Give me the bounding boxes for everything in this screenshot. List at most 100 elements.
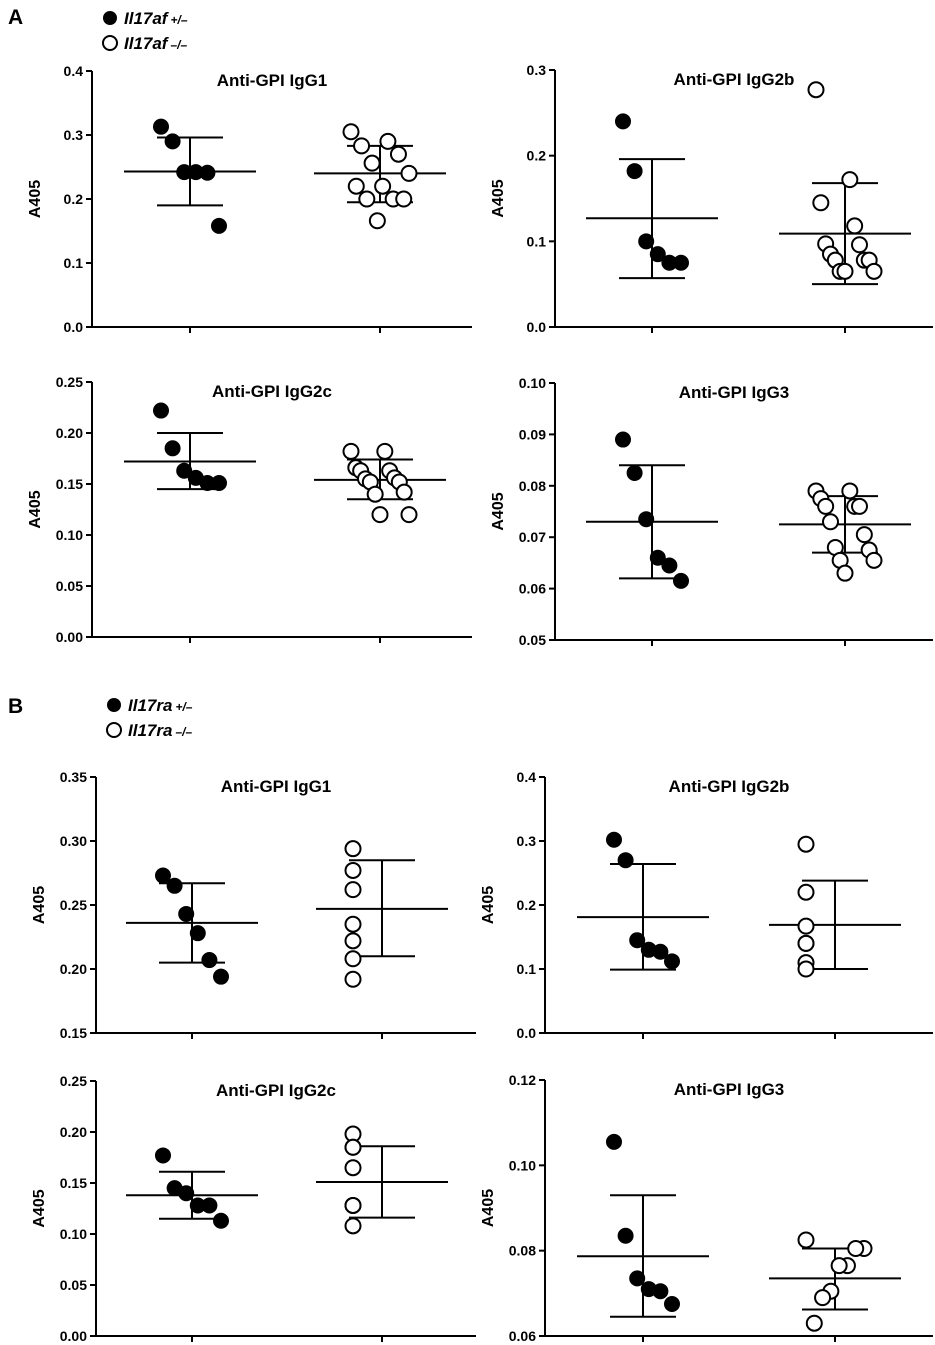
y-tick-label: 0.00: [56, 629, 83, 645]
y-tick-label: 0.0: [517, 1025, 537, 1041]
legend-filled-marker: [107, 698, 121, 712]
data-point: [368, 212, 386, 230]
y-tick-label: 0.25: [60, 897, 87, 913]
panel-a-letter: A: [8, 6, 23, 29]
data-point: [176, 462, 193, 479]
y-tick-label: 0.4: [517, 769, 537, 785]
y-axis-label: A405: [27, 490, 44, 528]
data-point: [812, 194, 830, 212]
data-point: [865, 551, 883, 569]
legend-filled-label: Il17af +/–: [124, 9, 188, 28]
panel-b-letter: B: [8, 695, 23, 718]
data-point: [830, 1257, 848, 1275]
data-point: [213, 1212, 229, 1229]
y-tick-label: 0.10: [509, 1157, 536, 1173]
panel-a-legend: Il17af +/– Il17af –/–: [102, 9, 188, 53]
chart-title: Anti-GPI IgG1: [221, 777, 332, 796]
y-tick-label: 0.25: [60, 1073, 87, 1089]
data-point: [400, 164, 418, 182]
chart-b-igg2c: Anti-GPI IgG2c A405 0.00 0.05 0.10 0.15 0.20 0.…: [31, 1073, 476, 1344]
data-point: [211, 217, 227, 234]
y-tick-label: 0.06: [509, 1328, 536, 1344]
data-point: [836, 564, 854, 582]
y-tick-label: 0.15: [56, 476, 83, 492]
chart-b-igg3: Anti-GPI IgG3 A405 0.06 0.08 0.10 0.12: [480, 1072, 933, 1344]
y-tick-label: 0.0: [527, 319, 547, 335]
legend-filled-marker: [103, 11, 117, 25]
data-point: [652, 1283, 669, 1300]
chart-title: Anti-GPI IgG3: [679, 383, 790, 402]
data-point: [615, 113, 631, 130]
y-tick-label: 0.3: [64, 127, 84, 143]
data-point: [344, 1138, 362, 1156]
data-point: [374, 177, 392, 195]
data-point: [342, 123, 360, 141]
data-point: [606, 1133, 622, 1150]
data-point: [797, 835, 815, 853]
data-point: [805, 1314, 823, 1332]
y-tick-label: 0.05: [519, 632, 546, 648]
data-point: [664, 953, 680, 970]
data-point: [638, 511, 655, 528]
data-point: [865, 262, 883, 280]
data-point: [344, 970, 362, 988]
y-tick-label: 0.15: [60, 1175, 87, 1191]
y-tick-label: 0.10: [519, 375, 546, 391]
data-point: [164, 440, 181, 457]
y-axis-label: A405: [490, 179, 507, 217]
data-point: [344, 932, 362, 950]
data-point: [201, 1197, 218, 1214]
data-point: [797, 883, 815, 901]
y-tick-label: 0.08: [509, 1243, 536, 1259]
data-point: [817, 497, 835, 515]
chart-title: Anti-GPI IgG1: [217, 71, 328, 90]
data-point: [344, 950, 362, 968]
chart-title: Anti-GPI IgG2c: [212, 382, 332, 401]
y-tick-label: 0.12: [509, 1072, 536, 1088]
data-point: [379, 132, 397, 150]
y-tick-label: 0.4: [64, 63, 84, 79]
chart-title: Anti-GPI IgG2b: [669, 777, 790, 796]
data-point: [199, 164, 216, 181]
chart-title: Anti-GPI IgG2b: [674, 70, 795, 89]
y-tick-label: 0.3: [517, 833, 537, 849]
data-point: [344, 915, 362, 933]
y-tick-label: 0.30: [60, 833, 87, 849]
data-point: [617, 1227, 634, 1244]
data-point: [638, 233, 655, 250]
legend-open-label: Il17ra –/–: [128, 721, 192, 740]
data-point: [344, 1159, 362, 1177]
y-tick-label: 0.2: [527, 148, 547, 164]
y-tick-label: 0.10: [56, 527, 83, 543]
data-point: [344, 1196, 362, 1214]
y-tick-label: 0.15: [60, 1025, 87, 1041]
y-tick-label: 0.00: [60, 1328, 87, 1344]
y-tick-label: 0.08: [519, 478, 546, 494]
data-point: [353, 137, 371, 155]
y-tick-label: 0.3: [527, 62, 547, 78]
data-point: [211, 474, 227, 491]
chart-b-igg1: Anti-GPI IgG1 A405 0.15 0.20 0.25 0.30 0.35: [31, 769, 476, 1041]
data-point: [178, 1185, 195, 1202]
y-tick-label: 0.0: [64, 319, 84, 335]
chart-title: Anti-GPI IgG2c: [216, 1081, 336, 1100]
data-point: [376, 442, 394, 460]
data-point: [797, 960, 815, 978]
chart-title: Anti-GPI IgG3: [674, 1080, 785, 1099]
data-point: [855, 526, 873, 544]
y-tick-label: 0.05: [60, 1277, 87, 1293]
data-point: [178, 905, 195, 922]
data-point: [371, 506, 389, 524]
y-tick-label: 0.1: [64, 255, 84, 271]
data-point: [652, 943, 669, 960]
data-point: [344, 840, 362, 858]
data-point: [363, 154, 381, 172]
data-point: [797, 934, 815, 952]
data-point: [155, 1147, 171, 1164]
data-point: [797, 917, 815, 935]
data-point: [366, 485, 384, 503]
data-point: [822, 513, 839, 531]
data-point: [395, 190, 413, 208]
data-point: [629, 932, 646, 949]
